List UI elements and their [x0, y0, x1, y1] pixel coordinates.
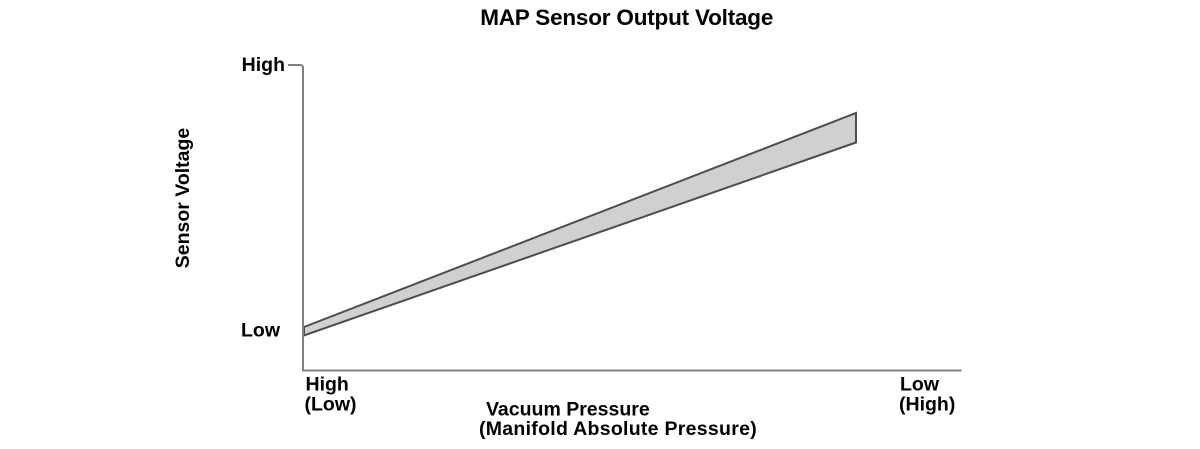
svg-text:Sensor Voltage: Sensor Voltage [172, 128, 194, 269]
svg-text:(Manifold Absolute Pressure): (Manifold Absolute Pressure) [479, 418, 757, 440]
svg-text:Low: Low [900, 374, 940, 396]
svg-text:High: High [242, 54, 285, 76]
svg-text:(Low): (Low) [305, 393, 357, 415]
svg-text:(High): (High) [899, 393, 955, 415]
svg-text:High: High [306, 374, 349, 396]
svg-text:Low: Low [241, 320, 281, 342]
svg-text:MAP Sensor Output Voltage: MAP Sensor Output Voltage [480, 5, 773, 30]
svg-text:Vacuum Pressure: Vacuum Pressure [486, 398, 650, 420]
